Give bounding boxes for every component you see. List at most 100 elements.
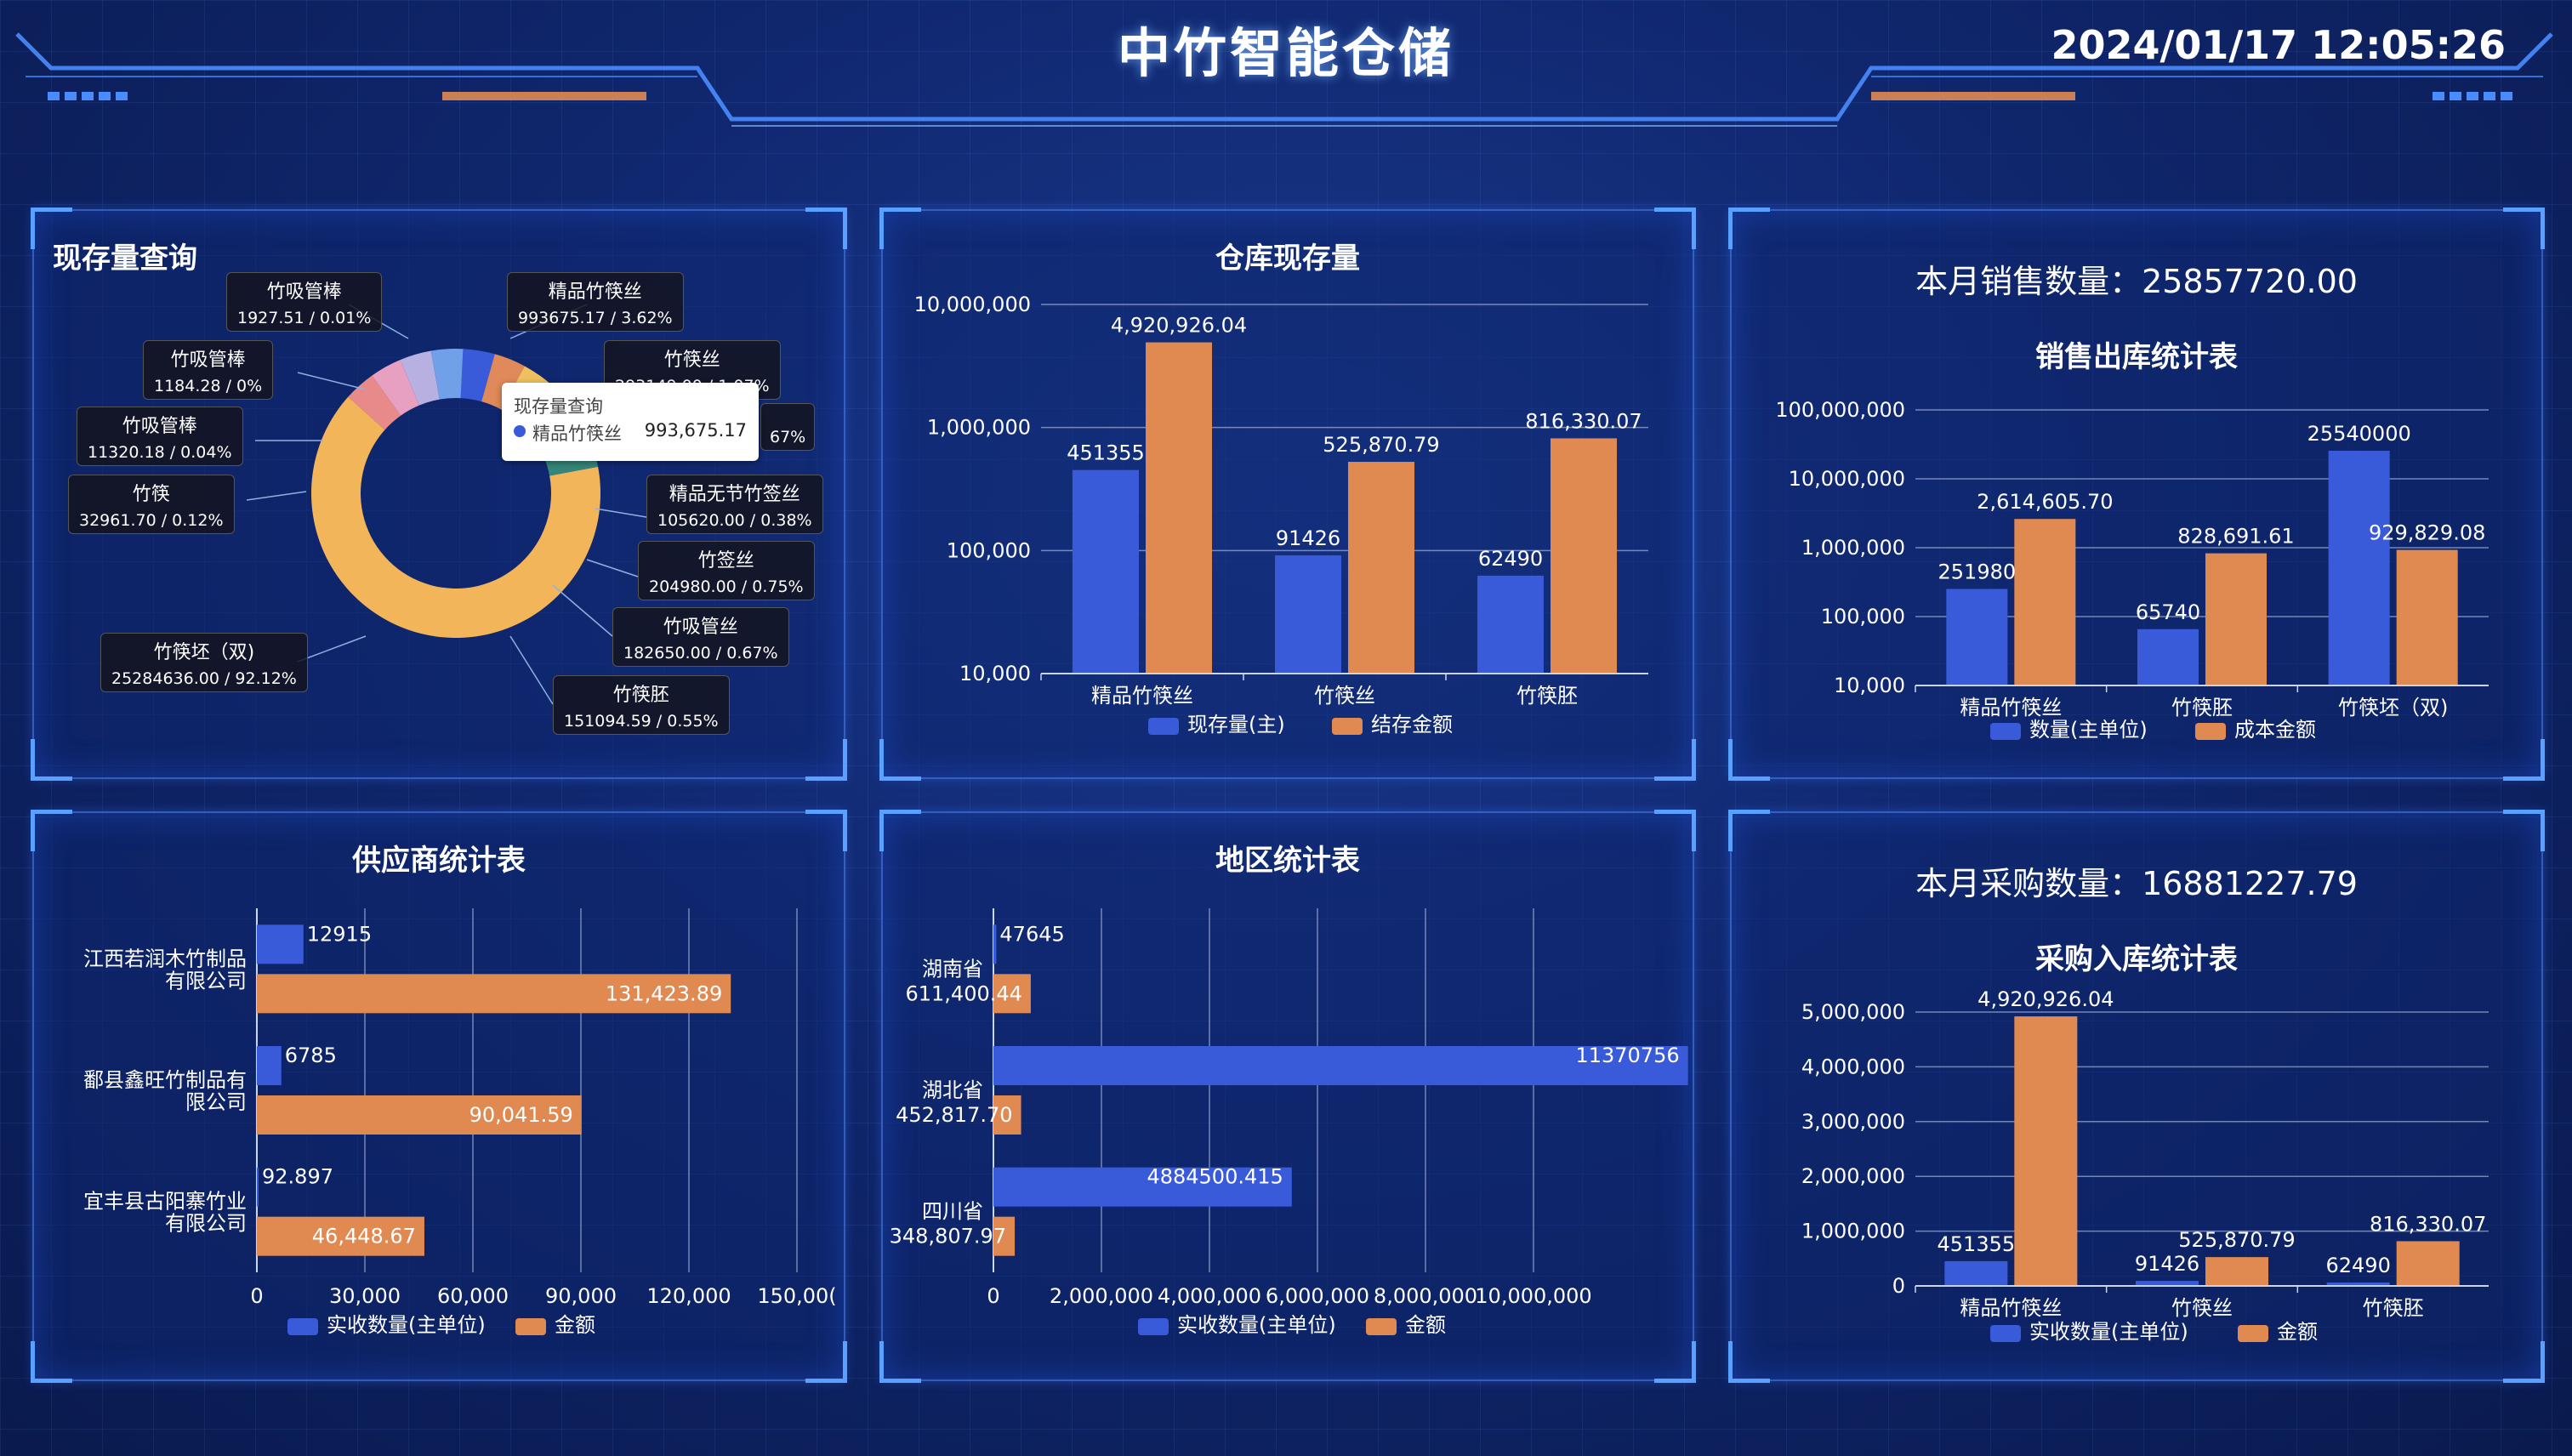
donut-leader-line (586, 559, 639, 577)
y-category-label: 鄱县鑫旺竹制品有 (83, 1068, 247, 1092)
donut-slice[interactable] (481, 354, 525, 410)
hbar-label-a: 12915 (307, 922, 372, 946)
hbar-series-b[interactable] (257, 1095, 582, 1135)
hbar-series-b[interactable] (257, 974, 731, 1014)
x-tick-label: 0 (250, 1284, 263, 1308)
y-tick-label: 10,000,000 (1789, 467, 1905, 491)
legend-swatch-a (287, 1318, 318, 1335)
x-category-label: 精品竹筷丝 (1960, 1296, 2062, 1320)
donut-slice[interactable] (372, 360, 419, 416)
hbar-label-a: 4884500.415 (1147, 1165, 1283, 1189)
y-category-label: 宜丰县古阳寨竹业 (83, 1190, 247, 1214)
bar-series-b[interactable] (2205, 1257, 2268, 1286)
bar-label-a: 65740 (2136, 600, 2200, 624)
bar-series-a[interactable] (2136, 1281, 2199, 1286)
donut-callout-partial: 67% (760, 403, 816, 451)
hbar-series-a[interactable] (257, 924, 304, 964)
y-tick-label: 100,000 (1821, 605, 1905, 628)
donut-callout: 竹筷 32961.70 / 0.12% (68, 475, 235, 534)
bar-label-b: 4,920,926.04 (1111, 314, 1247, 338)
y-tick-label: 5,000,000 (1801, 1000, 1905, 1024)
panel-warehouse-stock: 仓库现存量 10,000,000 1,000,000 100,000 10,000 45… (879, 208, 1696, 781)
bar-series-a[interactable] (2328, 451, 2390, 685)
legend-label-b: 金额 (1405, 1313, 1446, 1337)
bar-label-b: 816,330.07 (2370, 1212, 2486, 1236)
y-tick-label: 0 (1892, 1274, 1905, 1298)
hbar-series-b[interactable] (257, 1216, 424, 1256)
donut-callout: 精品竹筷丝 993675.17 / 3.62% (507, 272, 684, 332)
warehouse-bar-chart: 10,000,000 1,000,000 100,000 10,000 451355 4,… (914, 293, 1648, 737)
hbar-series-b[interactable] (993, 1216, 1016, 1256)
bar-label-b: 525,870.79 (2178, 1228, 2295, 1252)
y-category-label: 江西若润木竹制品 (83, 947, 247, 970)
bar-series-b[interactable] (1348, 462, 1414, 674)
bar-series-a[interactable] (1946, 589, 2008, 685)
bar-series-b[interactable] (1146, 342, 1212, 674)
bar-series-b[interactable] (1551, 438, 1617, 674)
panel-supplier: 供应商统计表 0 30,000 60,000 90,000 120,000 150,00(… (31, 810, 847, 1383)
legend-label-b: 结存金额 (1371, 713, 1453, 737)
donut-leader-line (552, 584, 613, 637)
bar-series-b[interactable] (2396, 549, 2458, 685)
bar-series-b[interactable] (2014, 1016, 2078, 1286)
bar-series-a[interactable] (1944, 1260, 2008, 1286)
warehouse-title: 仓库现存量 (1215, 242, 1360, 276)
x-category-label: 精品竹筷丝 (1960, 696, 2062, 719)
y-tick-label: 10,000,000 (914, 293, 1031, 316)
hbar-label-a: 6785 (285, 1044, 337, 1067)
bar-series-a[interactable] (1275, 555, 1341, 674)
donut-tooltip: 现存量查询 精品竹筷丝 993,675.17 (502, 383, 759, 461)
stock-query-title: 现存量查询 (53, 242, 197, 276)
donut-callout: 竹筷胚 151094.59 / 0.55% (553, 675, 730, 735)
legend-swatch-b (1366, 1318, 1397, 1335)
hbar-series-a[interactable] (993, 924, 997, 964)
legend-label-b: 金额 (555, 1313, 595, 1337)
legend-label-a: 实收数量(主单位) (2029, 1320, 2188, 1344)
supplier-bar-chart: 0 30,000 60,000 90,000 120,000 150,00(12915 13… (83, 908, 837, 1337)
bar-series-b[interactable] (2205, 553, 2267, 685)
legend-label-b: 成本金额 (2234, 718, 2316, 742)
hbar-series-a[interactable] (993, 1167, 1292, 1207)
x-tick-label: 90,000 (545, 1284, 617, 1308)
bar-label-b: 525,870.79 (1323, 433, 1439, 457)
donut-callout: 竹签丝 204980.00 / 0.75% (638, 541, 815, 600)
x-tick-label: 120,000 (646, 1284, 731, 1308)
hbar-series-b[interactable] (993, 974, 1031, 1014)
donut-leader-line (509, 635, 554, 705)
hbar-label-a: 92.897 (262, 1165, 333, 1189)
bar-series-b[interactable] (2396, 1241, 2460, 1286)
hbar-series-a[interactable] (257, 1046, 282, 1085)
x-tick-label: 8,000,000 (1374, 1284, 1477, 1308)
donut-leader-line (595, 508, 647, 518)
bar-label-a: 62490 (1478, 547, 1543, 571)
bar-series-a[interactable] (1073, 469, 1139, 674)
hbar-series-a[interactable] (257, 1167, 259, 1207)
x-category-label: 精品竹筷丝 (1091, 684, 1193, 708)
legend-swatch-b (1332, 718, 1363, 735)
hbar-series-b[interactable] (993, 1095, 1021, 1135)
x-tick-label: 0 (987, 1284, 999, 1308)
donut-leader-line (297, 635, 367, 663)
donut-callout: 竹吸管棒 11320.18 / 0.04% (77, 407, 243, 466)
purchase-bar-chart: 5,000,000 4,000,000 3,000,000 2,000,000 1,00… (1801, 987, 2489, 1344)
bar-label-a: 62490 (2325, 1254, 2390, 1277)
donut-slice[interactable] (430, 349, 464, 400)
hbar-series-a[interactable] (993, 1046, 1688, 1085)
donut-callout: 竹吸管丝 182650.00 / 0.67% (612, 607, 789, 667)
legend-swatch-b (2238, 1325, 2268, 1342)
page-title: 中竹智能仓储 (1117, 22, 1454, 84)
bar-series-a[interactable] (2137, 628, 2199, 685)
legend-label-a: 数量(主单位) (2029, 718, 2148, 742)
bar-series-b[interactable] (2014, 519, 2076, 685)
y-category-label: 限公司 (185, 1090, 247, 1114)
bar-series-a[interactable] (1477, 575, 1544, 674)
hbar-label-b: 348,807.97 (890, 1225, 1006, 1248)
y-category-label: 有限公司 (165, 1212, 247, 1236)
hbar-label-b: 46,448.67 (312, 1225, 416, 1248)
bar-label-a: 451355 (1067, 441, 1145, 465)
donut-slice[interactable] (460, 349, 495, 402)
donut-slice[interactable] (311, 396, 600, 638)
bar-series-a[interactable] (2326, 1282, 2390, 1286)
hbar-label-b: 90,041.59 (469, 1103, 573, 1127)
donut-slice[interactable] (400, 350, 440, 406)
